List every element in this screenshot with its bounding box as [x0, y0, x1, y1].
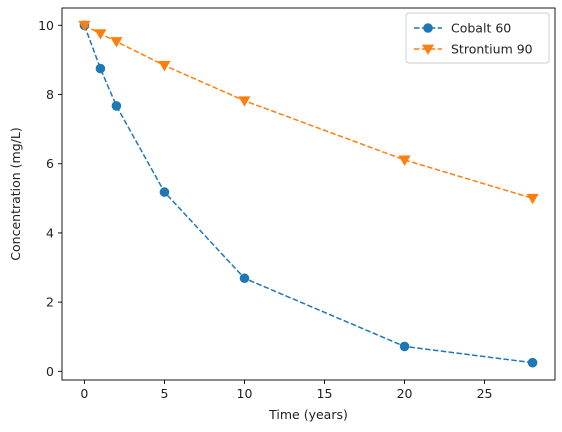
x-axis-label: Time (years)	[268, 407, 348, 422]
legend-label: Cobalt 60	[451, 21, 511, 36]
legend-marker	[423, 23, 433, 33]
y-tick-label: 4	[46, 225, 54, 240]
y-tick-label: 6	[46, 156, 54, 171]
y-tick-label: 0	[46, 364, 54, 379]
x-axis: 0 5 10 15 20 25	[80, 380, 493, 401]
data-point	[238, 96, 251, 107]
data-point	[239, 273, 250, 284]
y-tick-label: 8	[46, 87, 54, 102]
data-point	[158, 61, 171, 72]
data-point	[527, 357, 538, 368]
data-point	[526, 193, 539, 205]
y-axis-label: Concentration (mg/L)	[8, 127, 23, 260]
x-tick-label: 25	[477, 386, 493, 401]
x-tick-label: 15	[317, 386, 333, 401]
y-axis: 0 2 4 6 8 10	[38, 18, 62, 379]
plot-frame	[61, 7, 556, 381]
series-0	[79, 20, 538, 368]
y-tick-label: 10	[38, 18, 54, 33]
series-layer	[78, 20, 539, 368]
legend-entry: Cobalt 60	[414, 21, 511, 36]
x-tick-label: 10	[237, 386, 253, 401]
x-tick-label: 20	[397, 386, 413, 401]
legend-box	[405, 12, 550, 64]
plot-background	[62, 8, 555, 380]
legend-label: Strontium 90	[451, 42, 533, 57]
x-tick-label: 0	[80, 386, 88, 401]
data-point	[398, 155, 411, 166]
x-tick-label: 5	[160, 386, 168, 401]
data-point	[78, 20, 91, 32]
data-point	[159, 187, 170, 197]
legend: Cobalt 60 Strontium 90	[405, 12, 550, 64]
data-point	[94, 29, 107, 40]
y-tick-label: 2	[46, 295, 54, 310]
series-1	[78, 20, 539, 205]
legend-marker	[421, 44, 435, 55]
data-point	[399, 341, 410, 352]
data-point	[110, 37, 123, 48]
data-point	[95, 63, 106, 74]
data-point	[111, 101, 122, 111]
legend-entry: Strontium 90	[414, 42, 533, 57]
